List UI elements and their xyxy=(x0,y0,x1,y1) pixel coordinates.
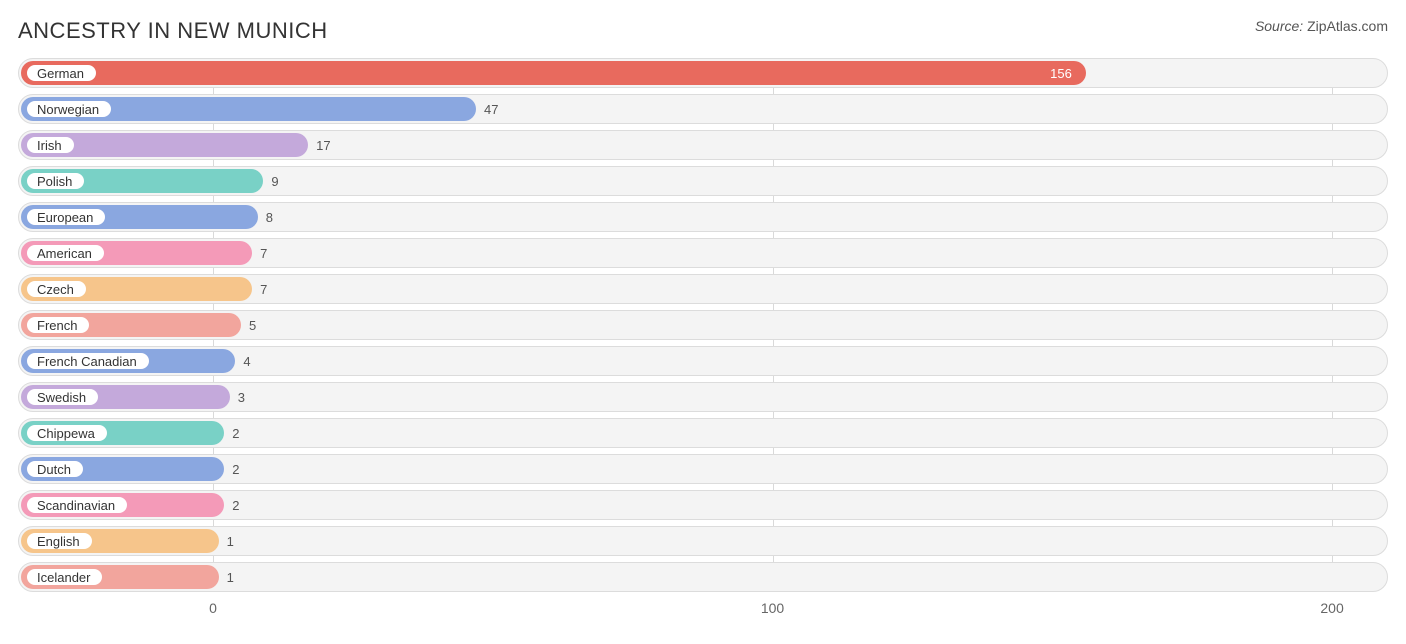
bar-value: 47 xyxy=(476,94,498,124)
bar-value: 4 xyxy=(235,346,250,376)
x-tick-label: 100 xyxy=(761,600,784,616)
bar-value: 2 xyxy=(224,454,239,484)
bar-label-pill: French xyxy=(25,315,91,335)
bar-value: 2 xyxy=(224,490,239,520)
bar-row: Dutch 2 xyxy=(18,454,1388,484)
source-attribution: Source: ZipAtlas.com xyxy=(1255,18,1388,34)
bar-label-pill: Chippewa xyxy=(25,423,109,443)
bar-row: American 7 xyxy=(18,238,1388,268)
bar-chart: German156Norwegian47Irish17Polish9Europe… xyxy=(18,58,1388,624)
bar-label-pill: Norwegian xyxy=(25,99,113,119)
bar-value: 156 xyxy=(18,58,1086,88)
bar-value: 3 xyxy=(230,382,245,412)
header: ANCESTRY IN NEW MUNICH Source: ZipAtlas.… xyxy=(18,18,1388,44)
source-label: Source: xyxy=(1255,18,1303,34)
chart-rows: German156Norwegian47Irish17Polish9Europe… xyxy=(18,58,1388,592)
bar-value: 9 xyxy=(263,166,278,196)
bar-label-pill: English xyxy=(25,531,94,551)
bar-row: German156 xyxy=(18,58,1388,88)
chart-container: ANCESTRY IN NEW MUNICH Source: ZipAtlas.… xyxy=(0,0,1406,644)
bar-value: 17 xyxy=(308,130,330,160)
bar-row: Irish 17 xyxy=(18,130,1388,160)
bar-row: French Canadian 4 xyxy=(18,346,1388,376)
bar-label-pill: Polish xyxy=(25,171,86,191)
bar-row: French 5 xyxy=(18,310,1388,340)
bar-row: English 1 xyxy=(18,526,1388,556)
bar-label-pill: Czech xyxy=(25,279,88,299)
bar-row: European 8 xyxy=(18,202,1388,232)
bar-row: Swedish 3 xyxy=(18,382,1388,412)
bar-row: Polish 9 xyxy=(18,166,1388,196)
x-axis: 0 100 200 xyxy=(18,598,1388,624)
bar-row: Scandinavian 2 xyxy=(18,490,1388,520)
bar-label-pill: French Canadian xyxy=(25,351,151,371)
bar-value: 2 xyxy=(224,418,239,448)
bar-row: Norwegian 47 xyxy=(18,94,1388,124)
bar-value: 7 xyxy=(252,238,267,268)
bar-label-pill: Icelander xyxy=(25,567,104,587)
bar-label-pill: Scandinavian xyxy=(25,495,129,515)
bar-row: Icelander 1 xyxy=(18,562,1388,592)
bar-label-pill: European xyxy=(25,207,107,227)
x-tick-label: 200 xyxy=(1320,600,1343,616)
bar-row: Czech 7 xyxy=(18,274,1388,304)
bar-label-pill: Swedish xyxy=(25,387,100,407)
bar-label-pill: Irish xyxy=(25,135,76,155)
bar-row: Chippewa 2 xyxy=(18,418,1388,448)
bar-value: 7 xyxy=(252,274,267,304)
bar-value: 8 xyxy=(258,202,273,232)
bar-value: 5 xyxy=(241,310,256,340)
bar-value: 1 xyxy=(219,562,234,592)
chart-title: ANCESTRY IN NEW MUNICH xyxy=(18,18,328,44)
x-tick-label: 0 xyxy=(209,600,217,616)
bar-label-pill: American xyxy=(25,243,106,263)
bar-value: 1 xyxy=(219,526,234,556)
bar-label-pill: Dutch xyxy=(25,459,85,479)
source-value: ZipAtlas.com xyxy=(1307,18,1388,34)
